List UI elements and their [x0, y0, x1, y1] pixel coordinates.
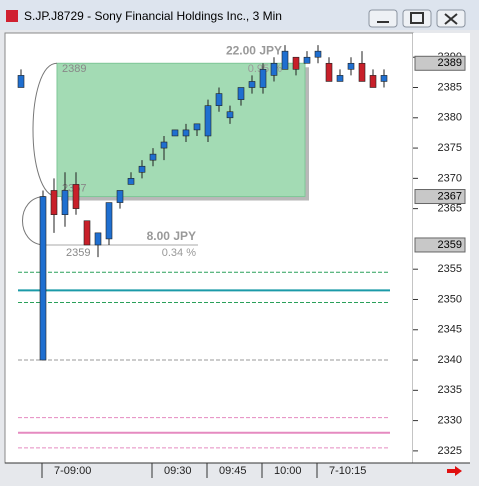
y-tick-label: 2365: [438, 203, 462, 215]
minimize-button[interactable]: [368, 9, 398, 28]
y-tick-label: 2375: [438, 142, 462, 154]
candle-body: [369, 75, 377, 88]
candle-body: [358, 62, 366, 82]
candle-body: [61, 190, 69, 215]
price-marker: [414, 189, 466, 205]
scroll-arrow[interactable]: [447, 466, 462, 476]
window-title: S.JP.J8729 - Sony Financial Holdings Inc…: [24, 9, 282, 23]
y-tick-label: 2325: [438, 445, 462, 457]
candle-body: [50, 190, 58, 215]
candle-body: [72, 184, 80, 209]
candle-body: [17, 75, 25, 88]
maximize-icon: [410, 12, 424, 24]
candle-body: [149, 153, 157, 161]
candle-body: [204, 105, 212, 137]
y-tick-label: 2355: [438, 263, 462, 275]
measure-label: 2359: [66, 247, 90, 259]
window-buttons[interactable]: [368, 9, 466, 28]
measure-percent: 0.34 %: [162, 247, 196, 259]
y-tick-label: 2380: [438, 112, 462, 124]
candle-body: [171, 129, 179, 137]
candle-body: [303, 56, 311, 64]
candle-body: [182, 129, 190, 137]
y-tick-label: 2340: [438, 354, 462, 366]
y-tick-label: 2330: [438, 415, 462, 427]
candle-body: [226, 111, 234, 119]
candle-body: [94, 232, 102, 246]
candle-body: [380, 75, 388, 82]
candle-body: [116, 190, 124, 203]
candle-body: [83, 220, 91, 246]
measure-change: 22.00 JPY: [226, 43, 282, 57]
candle-body: [127, 178, 135, 185]
measure-arc: [32, 62, 58, 198]
candle-body: [314, 50, 322, 58]
candle-body: [325, 62, 333, 82]
candle-body: [160, 141, 168, 149]
candle-body: [105, 202, 113, 240]
candle-body: [39, 196, 47, 361]
app-icon: [6, 10, 18, 22]
candle-body: [237, 87, 245, 100]
candle-body: [259, 69, 267, 88]
price-marker-label: 2359: [438, 239, 462, 251]
candle-body: [215, 93, 223, 106]
measure-arc: [22, 196, 46, 246]
y-tick-label: 2370: [438, 172, 462, 184]
candle-body: [193, 123, 201, 131]
candle-body: [347, 62, 355, 70]
y-tick-label: 2345: [438, 324, 462, 336]
price-marker-label: 2367: [438, 190, 462, 202]
x-tick-label: 7-09:00: [54, 465, 91, 477]
candle-body: [248, 81, 256, 88]
candle-body: [281, 50, 289, 70]
price-marker: [414, 237, 466, 253]
candle-body: [336, 75, 344, 82]
y-tick-label: 2350: [438, 293, 462, 305]
y-tick-label: 2385: [438, 81, 462, 93]
x-tick-label: 7-10:15: [329, 465, 366, 477]
candle-body: [292, 56, 300, 70]
measure-label: 2389: [62, 63, 86, 75]
x-tick-label: 09:45: [219, 465, 247, 477]
x-tick-label: 09:30: [164, 465, 192, 477]
close-icon: [444, 13, 458, 25]
price-marker: [414, 55, 466, 71]
measure-box: [56, 62, 306, 198]
measure-change: 8.00 JPY: [147, 229, 196, 243]
candle-body: [270, 62, 278, 76]
title-bar: [0, 0, 479, 30]
x-tick-label: 10:00: [274, 465, 302, 477]
y-tick-label: 2335: [438, 384, 462, 396]
price-marker-label: 2389: [438, 57, 462, 69]
candle-body: [138, 165, 146, 173]
